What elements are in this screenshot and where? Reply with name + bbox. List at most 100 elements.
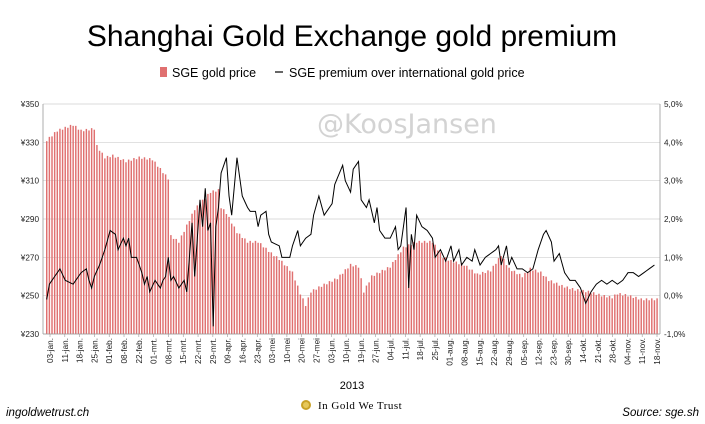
bar	[373, 275, 376, 334]
right-tick-label: 2,0%	[664, 215, 683, 224]
bar	[112, 154, 114, 334]
bar	[326, 284, 328, 334]
bar	[135, 159, 138, 334]
chart-title: Shanghai Gold Exchange gold premium	[87, 20, 617, 53]
bar	[566, 286, 568, 334]
x-tick-label: 04-nov.	[623, 338, 632, 365]
legend-bar-label: SGE gold price	[172, 66, 256, 80]
bar	[616, 294, 619, 334]
x-tick-label: 10-jun.	[342, 338, 351, 363]
bar	[104, 158, 106, 334]
bar	[77, 129, 80, 334]
bar	[629, 295, 632, 334]
watermark: @KoosJansen	[317, 109, 497, 140]
bar	[481, 271, 484, 334]
bar	[466, 265, 468, 334]
left-tick-label: ¥290	[20, 215, 40, 224]
bar	[653, 300, 656, 334]
bar	[606, 297, 608, 334]
bar	[315, 289, 317, 334]
bar	[109, 157, 111, 334]
bar	[101, 152, 103, 334]
bar	[360, 278, 362, 334]
bar	[291, 271, 294, 334]
bar	[463, 265, 465, 334]
gold-coin-inner-icon	[303, 402, 309, 408]
bar	[495, 263, 497, 334]
x-tick-label: 22-aug.	[490, 338, 499, 366]
bar	[574, 290, 576, 334]
bar	[254, 240, 257, 334]
bar	[273, 256, 275, 334]
bar	[225, 214, 228, 334]
bar	[524, 272, 526, 334]
bar	[365, 285, 368, 334]
bar	[220, 208, 222, 334]
left-tick-label: ¥310	[20, 177, 40, 186]
x-tick-label: 01-mrt.	[150, 338, 159, 364]
bar	[516, 274, 518, 334]
x-tick-label: 27-mei	[312, 338, 321, 363]
left-axis: ¥230 ¥250 ¥270 ¥290 ¥310 ¥330 ¥350	[20, 100, 40, 339]
bar	[207, 193, 209, 334]
bar	[645, 298, 648, 334]
bar	[170, 235, 172, 334]
bar	[212, 190, 214, 334]
right-tick-label: 0,0%	[664, 292, 683, 301]
bar	[487, 270, 489, 334]
bar	[410, 245, 413, 334]
bar	[503, 258, 505, 334]
bar	[600, 296, 603, 334]
bar	[577, 289, 579, 334]
bar	[151, 160, 154, 334]
bar	[286, 266, 288, 334]
x-tick-label: 29-mrt.	[209, 338, 218, 364]
bar	[93, 129, 96, 334]
x-tick-label: 04-jul.	[387, 338, 396, 360]
bar	[460, 263, 463, 334]
x-tick-label: 25-jan.	[90, 338, 99, 363]
x-tick-label: 19-jun.	[357, 338, 366, 363]
x-tick-label: 27-jun.	[372, 338, 381, 363]
bar	[614, 294, 616, 334]
bar	[479, 274, 481, 334]
bar	[548, 281, 550, 334]
bar	[217, 189, 220, 334]
bar	[302, 298, 304, 334]
x-tick-label: 12-sep.	[535, 338, 544, 365]
bar	[474, 273, 476, 334]
bar	[598, 293, 600, 334]
x-tick-label: 30-sep.	[564, 338, 573, 365]
bar	[624, 294, 627, 334]
x-tick-label: 22-mrt.	[194, 338, 203, 364]
bar	[622, 295, 624, 334]
bar	[260, 243, 262, 334]
bar	[376, 272, 378, 334]
bar	[275, 256, 278, 334]
bar	[164, 174, 167, 334]
bar	[608, 295, 611, 334]
bar	[289, 270, 291, 334]
bar	[209, 192, 212, 334]
grid	[43, 103, 660, 335]
right-tick-label: 1,0%	[664, 253, 683, 262]
bar	[585, 292, 587, 334]
x-tick-label: 18-jul.	[416, 338, 425, 360]
bar	[257, 242, 259, 334]
left-tick-label: ¥250	[20, 292, 40, 301]
bar	[500, 256, 502, 334]
bar	[603, 294, 605, 334]
bar	[96, 145, 98, 334]
bar	[389, 267, 391, 334]
bar	[69, 124, 72, 335]
bar	[582, 289, 584, 334]
bar	[186, 224, 188, 334]
bar	[334, 278, 336, 334]
x-tick-label: 05-sep.	[520, 338, 529, 365]
bar	[278, 260, 280, 334]
x-tick-label: 21-okt.	[594, 338, 603, 363]
x-tick-label: 15-mrt.	[179, 338, 188, 364]
right-tick-label: 5,0%	[664, 100, 683, 109]
bar	[167, 179, 169, 334]
x-axis-title: 2013	[340, 380, 364, 392]
